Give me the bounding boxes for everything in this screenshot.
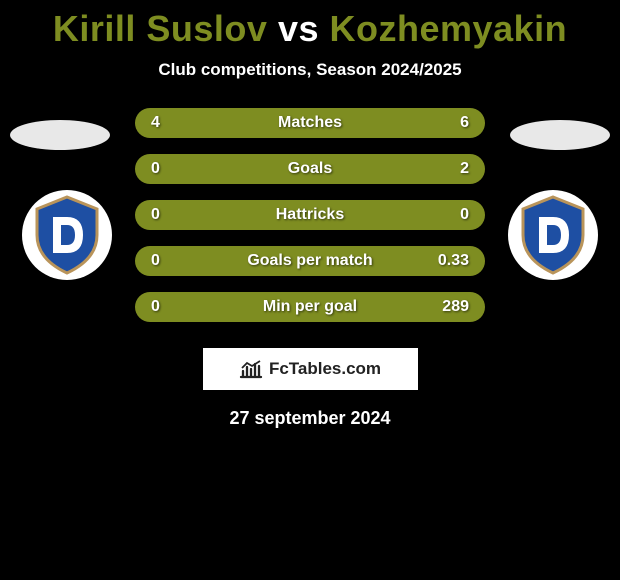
stat-right-value: 2: [429, 160, 469, 178]
stat-right-value: 0.33: [429, 252, 469, 270]
player1-avatar: [10, 120, 110, 150]
stat-row: 0Goals per match0.33: [135, 246, 485, 276]
stat-left-value: 0: [151, 252, 191, 270]
stat-row: 4Matches6: [135, 108, 485, 138]
stat-right-value: 289: [429, 298, 469, 316]
comparison-area: 4Matches6 0Goals2 0Hattricks0 0Goals per ma…: [0, 108, 620, 338]
stat-row: 0Hattricks0: [135, 200, 485, 230]
stat-rows: 4Matches6 0Goals2 0Hattricks0 0Goals per ma…: [135, 108, 485, 338]
player1-name: Kirill Suslov: [53, 8, 268, 49]
stat-right-value: 6: [429, 114, 469, 132]
dynamo-shield-icon: [517, 195, 589, 275]
chart-icon: [239, 359, 263, 379]
stat-left-value: 0: [151, 160, 191, 178]
stat-right-value: 0: [429, 206, 469, 224]
branding-text: FcTables.com: [269, 359, 381, 379]
player1-club-logo: [22, 190, 112, 280]
stat-row: 0Min per goal289: [135, 292, 485, 322]
stat-left-value: 4: [151, 114, 191, 132]
player2-avatar: [510, 120, 610, 150]
subtitle: Club competitions, Season 2024/2025: [0, 60, 620, 80]
dynamo-shield-icon: [31, 195, 103, 275]
player2-name: Kozhemyakin: [330, 8, 568, 49]
branding-box: FcTables.com: [203, 348, 418, 390]
date-label: 27 september 2024: [0, 408, 620, 429]
stat-row: 0Goals2: [135, 154, 485, 184]
stat-left-value: 0: [151, 206, 191, 224]
player2-club-logo: [508, 190, 598, 280]
stat-left-value: 0: [151, 298, 191, 316]
vs-word: vs: [278, 8, 319, 49]
page-title: Kirill Suslov vs Kozhemyakin: [0, 0, 620, 50]
